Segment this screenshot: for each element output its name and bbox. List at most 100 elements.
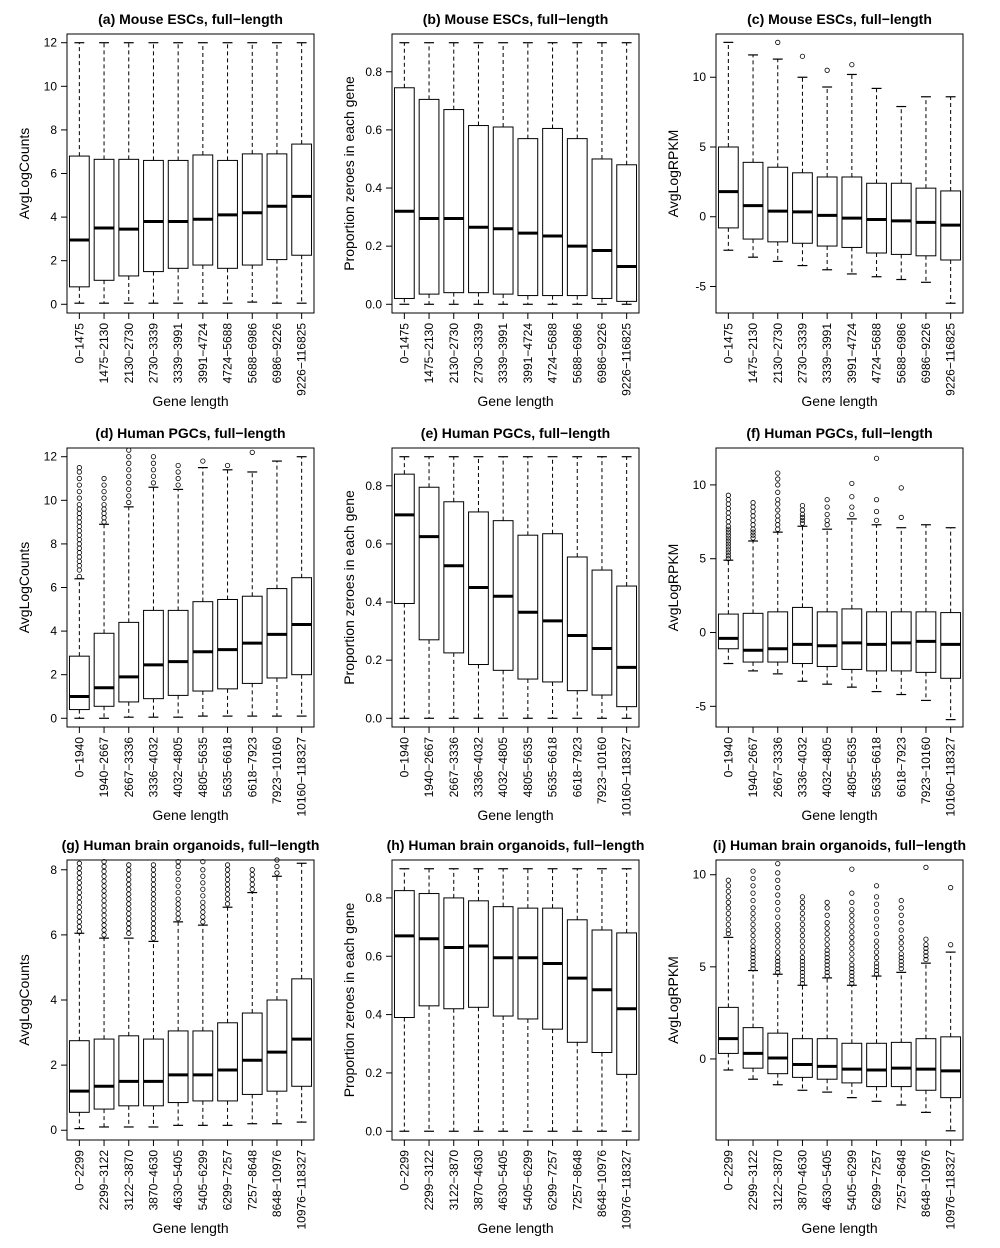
outlier-point <box>175 901 181 907</box>
outlier-point <box>750 526 756 532</box>
outlier-point <box>824 925 830 931</box>
outlier-point <box>725 526 731 532</box>
x-tick-label: 1940−2667 <box>746 737 760 798</box>
y-tick-label: 0.6 <box>365 123 382 137</box>
outlier-point <box>799 932 806 939</box>
outlier-point <box>824 517 830 523</box>
x-tick-label: 10160−118327 <box>620 737 634 817</box>
x-tick-label: 9226−116825 <box>944 323 958 396</box>
box <box>542 42 563 305</box>
y-tick-label: 0.6 <box>365 537 382 551</box>
box <box>517 456 539 719</box>
outlier-point <box>76 465 82 471</box>
outlier-point <box>126 480 132 486</box>
outlier-point <box>799 927 806 933</box>
iqr-box <box>266 999 288 1092</box>
outlier-point <box>101 883 107 889</box>
outlier-point <box>150 867 157 873</box>
outlier-point <box>799 958 806 964</box>
outlier-point <box>799 511 806 518</box>
outlier-point <box>175 469 181 475</box>
outlier-point <box>101 902 107 909</box>
x-tick-label: 7923−10160 <box>270 737 284 804</box>
y-tick-label: 0.2 <box>365 1066 382 1080</box>
y-axis-label: AvgLogCounts <box>16 542 32 634</box>
outlier-point <box>76 528 82 534</box>
x-tick-label: 6618−7923 <box>570 737 584 798</box>
panel-0: (a) Mouse ESCs, full−length 0 2 4 6 8 10 12 AvgL… <box>16 11 315 409</box>
outlier-point <box>126 901 132 907</box>
x-tick-label: 3122−3870 <box>447 1150 461 1211</box>
panel-title: (c) Mouse ESCs, full−length <box>747 11 932 27</box>
outlier-point <box>849 923 855 929</box>
panel-6: (g) Human brain organoids, full−length 0 2… <box>16 837 319 1236</box>
outlier-point <box>126 467 132 473</box>
box <box>816 67 838 271</box>
iqr-box <box>816 176 838 247</box>
box <box>890 105 912 281</box>
outlier-point <box>126 872 132 878</box>
outlier-point <box>898 951 904 957</box>
panel-5: (f) Human PGCs, full−length -5 0 5 10 AvgLogR… <box>665 425 964 823</box>
x-tick-label: 2667−3336 <box>771 737 785 798</box>
x-axis-label: Gene length <box>152 807 228 823</box>
outlier-point <box>725 523 731 529</box>
iqr-box <box>492 906 514 1017</box>
x-tick-label: 10976−118327 <box>620 1150 634 1230</box>
x-axis-label: Gene length <box>801 1220 877 1236</box>
box <box>616 868 638 1132</box>
x-tick-label: 5635−6618 <box>546 737 560 798</box>
iqr-box <box>241 595 263 684</box>
box <box>393 868 415 1132</box>
outlier-point <box>849 494 855 500</box>
outlier-point <box>750 529 756 535</box>
outlier-point <box>76 502 82 508</box>
outlier-point <box>76 875 82 881</box>
outlier-point <box>750 951 756 957</box>
outlier-point <box>76 894 82 901</box>
box <box>566 868 588 1132</box>
outlier-point <box>898 897 904 904</box>
box <box>890 897 912 1106</box>
outlier-point <box>775 513 781 519</box>
outlier-point <box>898 920 904 926</box>
panel-title: (i) Human brain organoids, full−length <box>713 837 966 853</box>
outlier-point <box>799 507 806 513</box>
iqr-box <box>841 1042 863 1084</box>
outlier-point <box>799 973 806 979</box>
x-tick-label: 5688−6986 <box>570 323 584 384</box>
outlier-point <box>200 914 206 920</box>
outlier-point <box>725 556 731 562</box>
x-tick-label: 4724−5688 <box>546 323 560 384</box>
outlier-point <box>101 859 107 865</box>
x-tick-label: 3991−4724 <box>196 323 210 384</box>
y-tick-label: 10 <box>693 70 707 84</box>
outlier-point <box>126 486 132 493</box>
outlier-point <box>750 910 756 917</box>
outlier-point <box>799 894 806 900</box>
outlier-point <box>249 867 255 873</box>
outlier-point <box>101 912 107 918</box>
y-tick-label: 0.4 <box>365 181 382 195</box>
outlier-point <box>150 872 157 878</box>
panel-title: (e) Human PGCs, full−length <box>421 425 610 441</box>
outlier-point <box>799 899 806 905</box>
y-tick-label: 0 <box>50 297 57 311</box>
outlier-point <box>824 951 830 957</box>
outlier-point <box>799 520 806 526</box>
outlier-point <box>725 514 731 520</box>
x-tick-label: 4032−4805 <box>496 737 510 798</box>
outlier-point <box>76 914 82 920</box>
outlier-point <box>799 955 806 961</box>
iqr-box <box>241 153 263 266</box>
outlier-point <box>175 870 181 876</box>
outlier-point <box>824 936 830 942</box>
outlier-point <box>824 912 830 918</box>
outlier-point <box>126 460 132 466</box>
box <box>915 524 937 702</box>
box <box>118 42 140 304</box>
box <box>591 868 613 1132</box>
outlier-point <box>775 861 781 867</box>
outlier-point <box>200 899 206 905</box>
iqr-box <box>93 1038 115 1110</box>
